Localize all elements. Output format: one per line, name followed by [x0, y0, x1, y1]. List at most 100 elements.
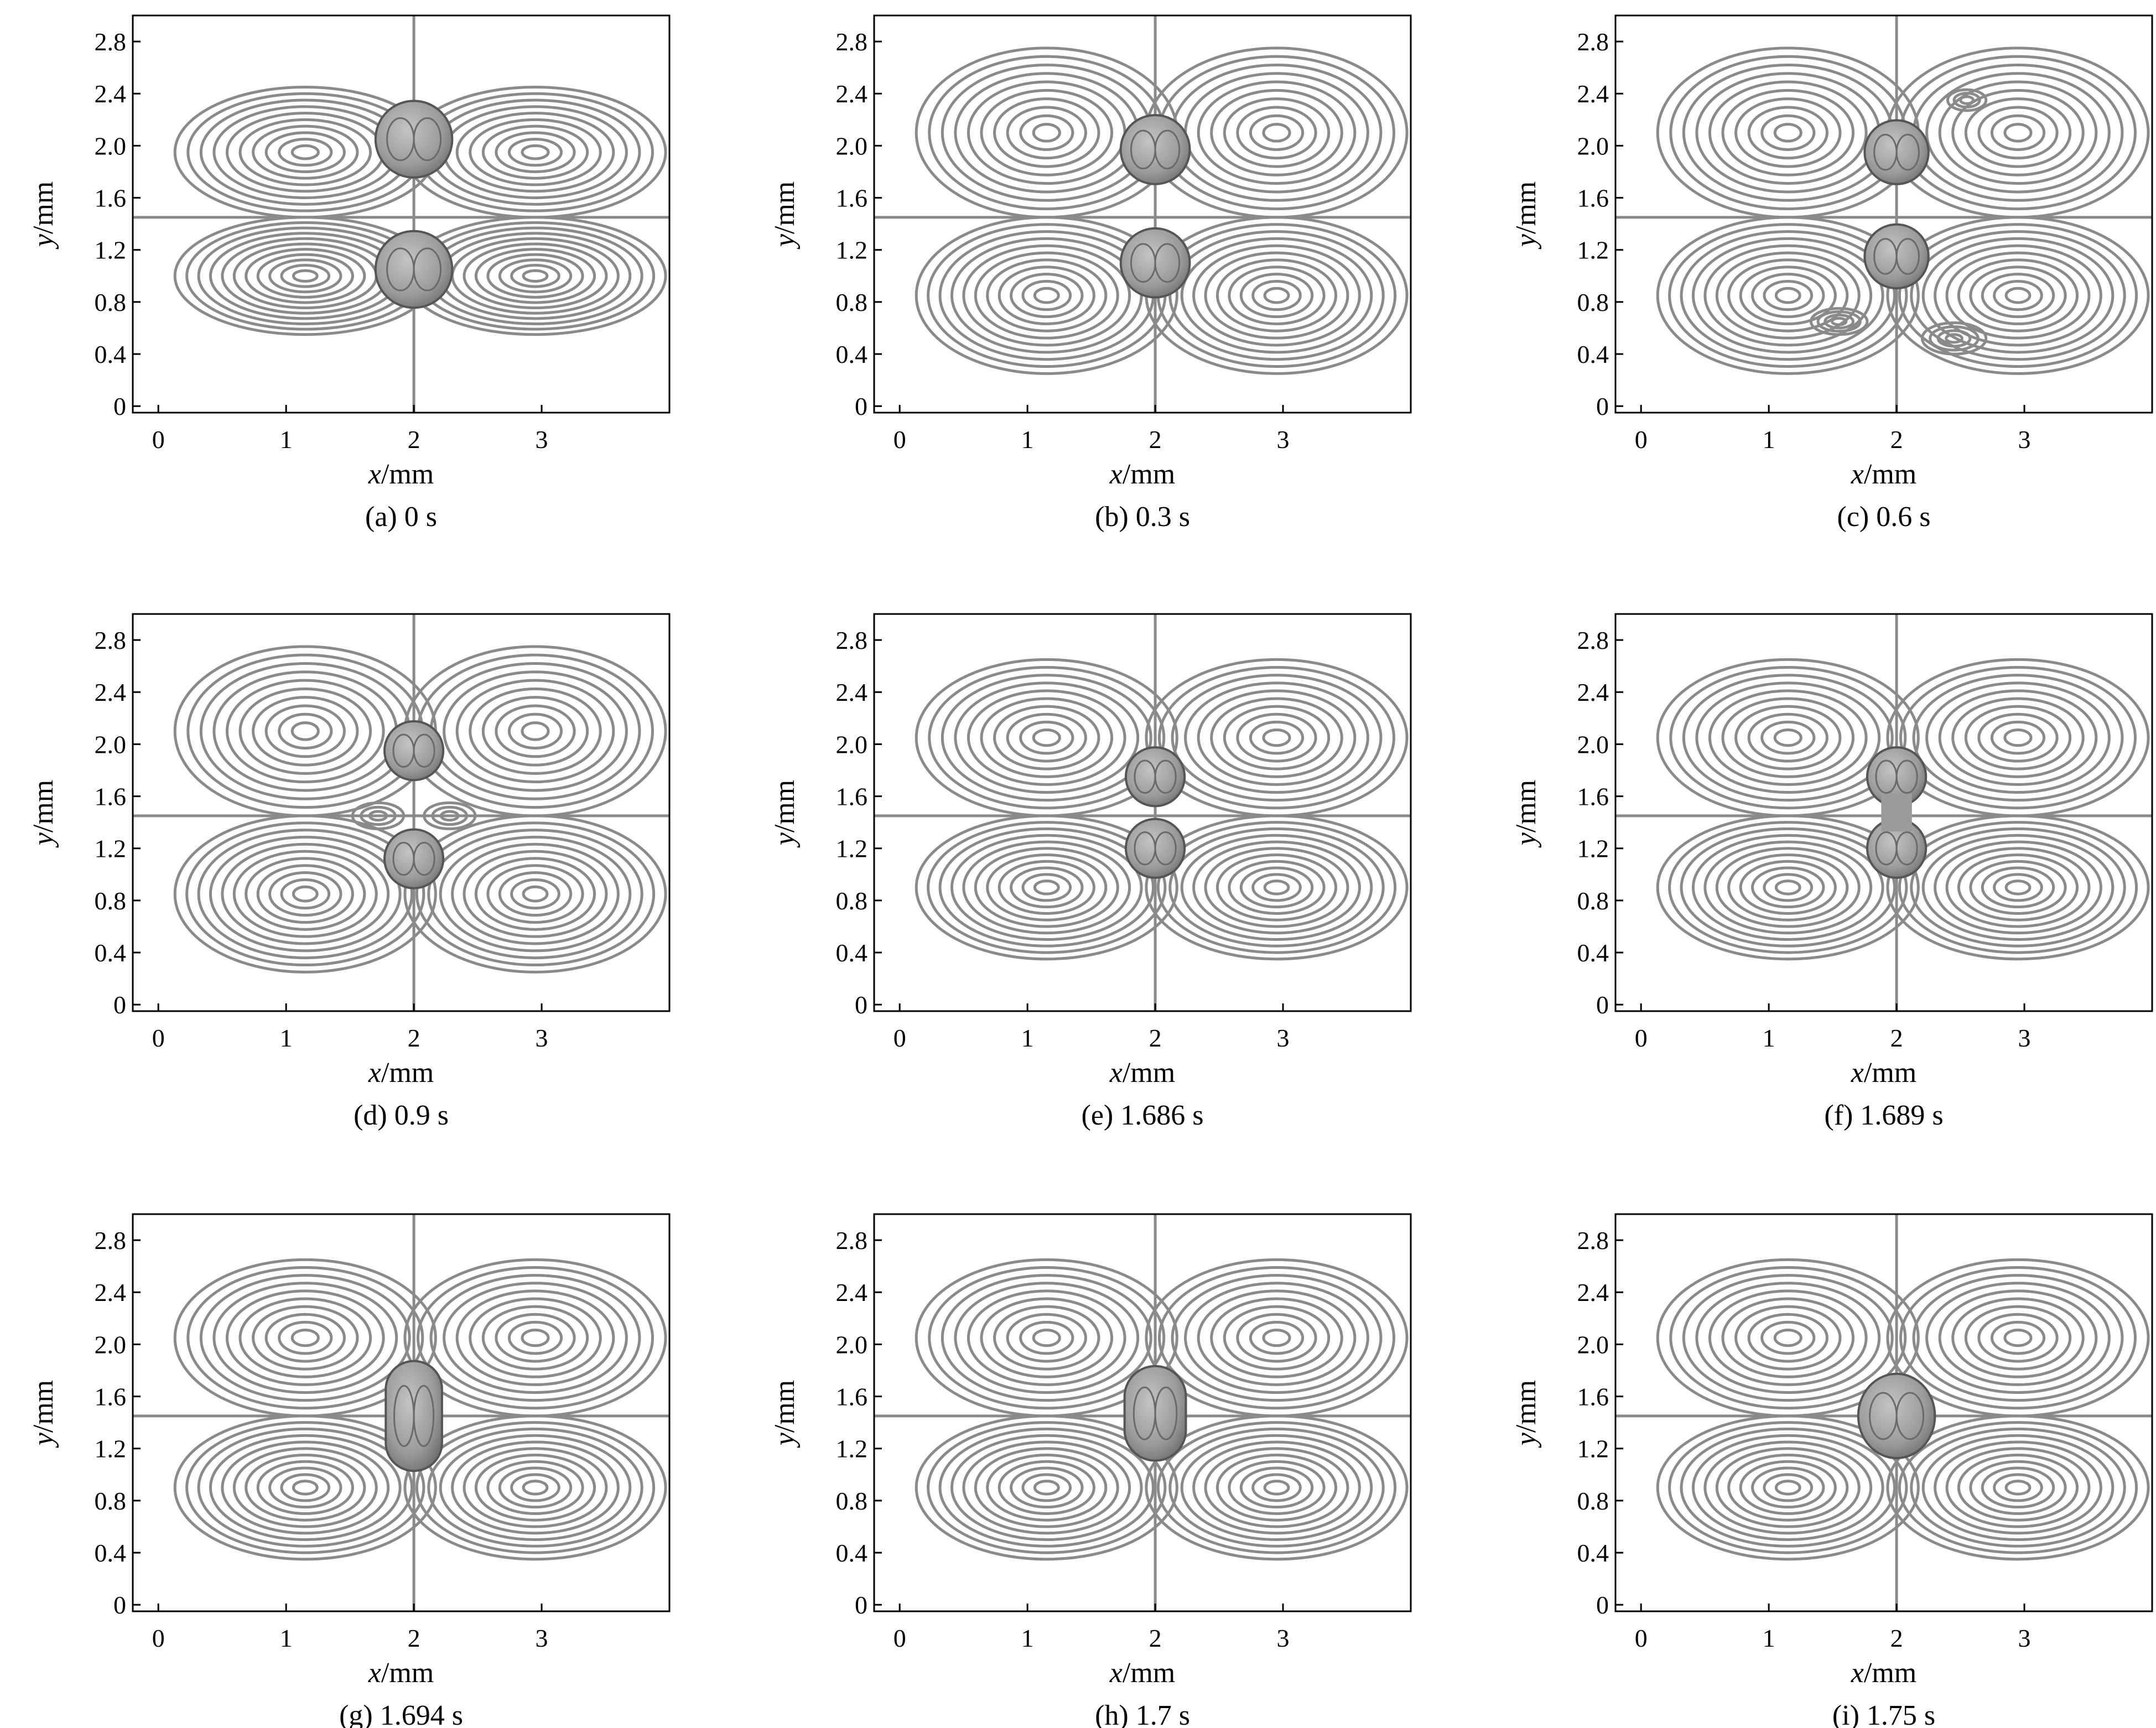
bubble-inner-contour [1895, 831, 1918, 866]
y-tick-label: 0.4 [95, 340, 127, 368]
bubble-inner-contour [413, 733, 435, 768]
y-tick-label: 0.4 [1577, 1539, 1609, 1567]
y-tick-label: 2.0 [1577, 132, 1609, 160]
y-tick-label: 1.6 [95, 783, 127, 811]
plot-frame [132, 1213, 671, 1612]
streamlines [133, 1214, 669, 1611]
x-tick-label: 2 [408, 425, 420, 454]
y-tick-label: 2.0 [836, 132, 868, 160]
x-axis-unit: /mm [1864, 1057, 1916, 1089]
x-tick-label: 0 [1635, 1024, 1648, 1052]
y-tick-label: 1.2 [95, 835, 127, 863]
y-axis-unit: /mm [1510, 181, 1542, 234]
x-axis-var: x [1851, 1657, 1864, 1689]
y-axis-unit: /mm [28, 181, 59, 234]
y-tick-label: 1.2 [1577, 236, 1609, 264]
streamlines [133, 15, 669, 413]
x-tick-label: 1 [1021, 425, 1034, 454]
y-tick-label: 1.2 [836, 835, 868, 863]
y-tick-label: 2.8 [836, 626, 868, 654]
plot-frame [1614, 1213, 2153, 1612]
x-tick-label: 2 [1149, 1024, 1162, 1052]
streamlines [133, 614, 669, 1011]
bubble-inner-contour [1154, 759, 1177, 794]
panel-c: 00.40.81.21.62.02.42.80 1 2 3x/mmy/mm(c) 0.… [1510, 14, 2153, 533]
y-tick-label: 1.6 [836, 1383, 868, 1411]
y-tick-label: 0.4 [836, 939, 868, 967]
panel-i: 00.40.81.21.62.02.42.80 1 2 3x/mmy/mm(i) 1.… [1510, 1213, 2153, 1728]
y-tick-label: 2.8 [1577, 1226, 1609, 1255]
x-axis-unit: /mm [1123, 459, 1175, 490]
y-axis-unit: /mm [769, 181, 801, 234]
x-tick-label: 0 [152, 425, 165, 454]
y-axis-label: y/mm [28, 1380, 59, 1448]
bubble-inner-contour [1154, 831, 1177, 866]
x-tick-label: 2 [408, 1024, 420, 1052]
y-axis-var: y [1510, 832, 1542, 848]
x-axis-label: x/mm [1851, 1057, 1916, 1089]
y-tick-label: 0 [855, 1591, 867, 1619]
x-axis-unit: /mm [381, 1057, 434, 1089]
x-axis-var: x [1851, 459, 1864, 490]
y-axis-var: y [769, 1432, 801, 1448]
panel-d: 00.40.81.21.62.02.42.80 1 2 3x/mmy/mm(d) 0.… [28, 613, 671, 1131]
y-axis-label: y/mm [769, 181, 801, 249]
bubble-neck [1881, 793, 1912, 832]
x-tick-label: 3 [2018, 1624, 2031, 1652]
y-tick-label: 0.8 [95, 887, 127, 915]
x-tick-label: 3 [536, 1624, 548, 1652]
y-axis-label: y/mm [769, 780, 801, 848]
panel-f: 00.40.81.21.62.02.42.80 1 2 3x/mmy/mm(f) 1.… [1510, 613, 2153, 1131]
plot-frame [873, 1213, 1412, 1612]
x-tick-label: 1 [1021, 1624, 1034, 1652]
x-tick-label: 2 [408, 1624, 420, 1652]
x-axis-label: x/mm [1109, 459, 1175, 490]
x-tick-label: 2 [1149, 1624, 1162, 1652]
plot-frame [1614, 14, 2153, 414]
plot-frame [873, 14, 1412, 414]
bubble-inner-contour [413, 841, 435, 876]
plot-frame [873, 613, 1412, 1012]
y-tick-label: 2.8 [1577, 28, 1609, 56]
y-tick-label: 1.2 [1577, 1435, 1609, 1463]
x-axis-unit: /mm [1123, 1657, 1175, 1689]
bubble-inner-contour [1895, 238, 1920, 275]
y-tick-label: 1.6 [1577, 184, 1609, 212]
panel-b: 00.40.81.21.62.02.42.80 1 2 3x/mmy/mm(b) 0.… [769, 14, 1412, 533]
x-tick-label: 3 [1277, 1624, 1290, 1652]
x-tick-label: 0 [893, 1024, 906, 1052]
y-axis-var: y [28, 1432, 59, 1448]
y-axis-unit: /mm [1510, 1380, 1542, 1433]
y-axis-label: y/mm [1510, 780, 1542, 848]
bubble-inner-contour [1895, 133, 1920, 171]
y-axis-label: y/mm [28, 181, 59, 249]
x-tick-label: 3 [2018, 1024, 2031, 1052]
y-tick-label: 2.0 [1577, 730, 1609, 758]
y-tick-label: 2.0 [1577, 1330, 1609, 1359]
plot-frame [132, 14, 671, 414]
x-axis-unit: /mm [1123, 1057, 1175, 1089]
y-tick-label: 2.8 [95, 626, 127, 654]
y-tick-label: 0.8 [1577, 1487, 1609, 1515]
y-tick-label: 0.8 [1577, 288, 1609, 316]
x-axis-var: x [368, 459, 381, 490]
y-tick-label: 2.0 [95, 1330, 127, 1359]
streamlines [874, 1214, 1411, 1611]
panel-caption: (a) 0 s [365, 501, 437, 533]
x-tick-label: 2 [1149, 425, 1162, 454]
x-tick-label: 2 [1890, 1624, 1903, 1652]
y-tick-label: 2.8 [95, 28, 127, 56]
streamlines [874, 614, 1411, 1011]
y-tick-label: 2.8 [95, 1226, 127, 1255]
x-axis-var: x [1851, 1057, 1864, 1089]
y-tick-label: 1.6 [95, 184, 127, 212]
y-axis-var: y [769, 233, 801, 249]
y-tick-label: 1.6 [95, 1383, 127, 1411]
y-tick-label: 0.8 [95, 288, 127, 316]
bubble-inner-contour [1154, 243, 1181, 283]
panel-caption: (e) 1.686 s [1082, 1100, 1204, 1131]
x-tick-label: 1 [1021, 1024, 1034, 1052]
x-tick-label: 3 [536, 1024, 548, 1052]
x-axis-var: x [1109, 459, 1123, 490]
y-tick-label: 2.4 [95, 678, 127, 706]
